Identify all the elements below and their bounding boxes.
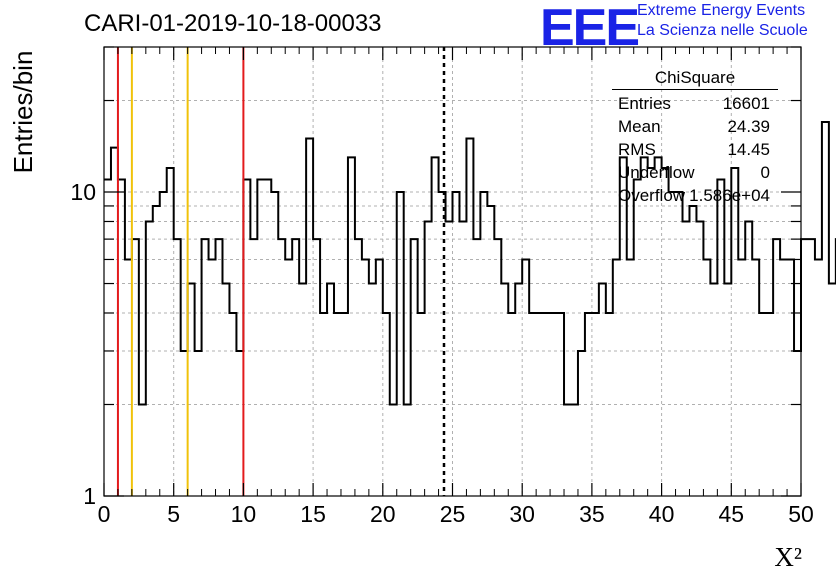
stats-row-value: 16601 xyxy=(722,94,770,113)
x-tick-label: 40 xyxy=(649,501,675,527)
histogram xyxy=(104,120,836,406)
axis-ticks: 0 5 10 15 20 25 30 35 40 45 50 1 10 xyxy=(70,46,814,527)
logo-line-2: La Scienza nelle Scuole xyxy=(637,22,808,39)
stats-row-value: 1.586e+04 xyxy=(689,186,770,205)
stats-row-label: Mean xyxy=(618,117,661,136)
x-tick-label: 45 xyxy=(719,501,745,527)
logo-line-1: Extreme Energy Events xyxy=(637,2,806,19)
x-tick-label: 35 xyxy=(579,501,605,527)
y-tick-label: 10 xyxy=(70,179,96,205)
stats-box: ChiSquare Entries 16601 Mean 24.39 RMS 14.45 U… xyxy=(612,68,778,207)
x-tick-label: 5 xyxy=(167,501,180,527)
stats-row: RMS 14.45 xyxy=(612,138,778,161)
marker-lines xyxy=(116,47,446,496)
stats-title: ChiSquare xyxy=(612,68,778,90)
x-tick-label: 20 xyxy=(370,501,396,527)
x-tick-label: 50 xyxy=(788,501,814,527)
stats-row: Underflow 0 xyxy=(612,161,778,184)
stats-row: Overflow 1.586e+04 xyxy=(612,184,778,207)
stats-row: Entries 16601 xyxy=(612,92,778,115)
stats-row-label: Underflow xyxy=(618,163,695,182)
stats-row-label: RMS xyxy=(618,140,656,159)
stats-row-value: 0 xyxy=(760,163,770,182)
stats-row-value: 24.39 xyxy=(727,117,770,136)
chart-title: CARI-01-2019-10-18-00033 xyxy=(84,10,382,37)
x-axis-label: X² xyxy=(774,542,802,572)
stats-row-label: Entries xyxy=(618,94,671,113)
x-tick-label: 15 xyxy=(300,501,326,527)
stats-row: Mean 24.39 xyxy=(612,115,778,138)
x-tick-label: 0 xyxy=(98,501,111,527)
eee-logo: EEE xyxy=(540,0,640,57)
stats-row-value: 14.45 xyxy=(727,140,770,159)
y-axis-label: Entries/bin xyxy=(8,51,38,174)
histogram-outline xyxy=(104,120,836,406)
x-tick-label: 25 xyxy=(440,501,466,527)
y-tick-label: 1 xyxy=(83,483,96,509)
x-tick-label: 10 xyxy=(231,501,257,527)
x-tick-label: 30 xyxy=(509,501,535,527)
stats-row-label: Overflow xyxy=(618,186,686,205)
